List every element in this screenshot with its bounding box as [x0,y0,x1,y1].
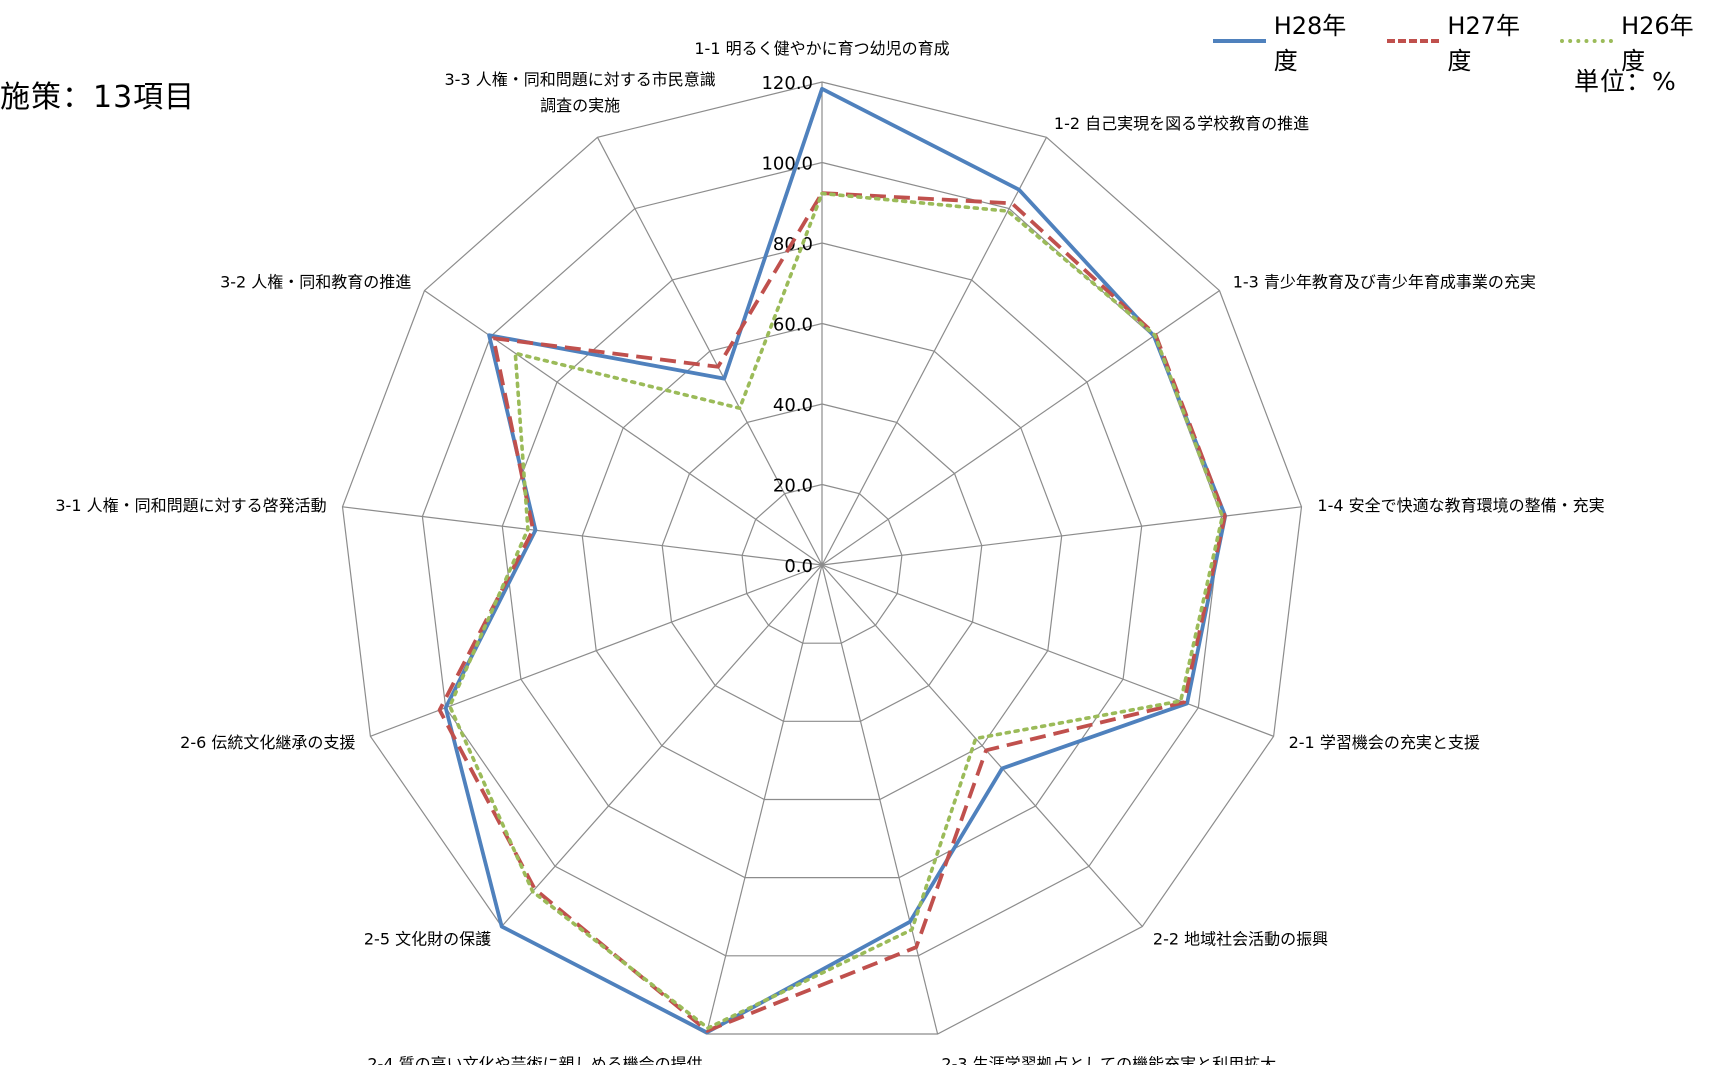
data-point-s2-2 [1010,201,1014,205]
category-label: 2-2 地域社会活動の振興 [1153,930,1328,949]
grid-spoke [598,137,823,565]
category-label: 1-1 明るく健やかに育つ幼児の育成 [694,39,949,58]
data-point-s2-10 [438,708,442,712]
data-point-s3-8 [706,1026,710,1030]
data-point-s1-12 [487,333,491,337]
data-point-s1-10 [444,706,448,710]
series-line-1 [446,89,1225,1033]
r-tick-label: 100.0 [761,154,813,175]
data-point-s2-7 [914,945,918,949]
data-point-s3-3 [1153,333,1157,337]
category-label: 1-2 自己実現を図る学校教育の推進 [1054,114,1309,133]
r-tick-label: 120.0 [761,73,813,94]
category-label: 3-2 人権・同和教育の推進 [220,273,411,292]
category-label: 2-4 質の高い文化や芸術に親しめる機会の提供 [367,1055,702,1065]
data-point-s3-1 [820,192,824,196]
grid-spoke [502,565,822,927]
r-tick-label: 60.0 [773,315,813,336]
data-point-s2-11 [531,528,535,532]
category-label: 1-4 安全で快適な教育環境の整備・充実 [1317,496,1604,515]
data-point-s3-12 [513,351,517,355]
data-point-s3-13 [738,406,742,410]
data-point-s1-2 [1017,188,1021,192]
category-label: 2-1 学習機会の充実と支援 [1289,733,1480,752]
category-label: 1-3 青少年教育及び青少年育成事業の充実 [1233,273,1536,292]
r-tick-label: 40.0 [773,395,813,416]
grid-spoke [822,565,1142,927]
category-label: 2-3 生涯学習拠点としての機能充実と利用拡大 [941,1055,1276,1065]
category-label: 3-1 人権・同和問題に対する啓発活動 [55,496,326,515]
data-point-s3-6 [974,737,978,741]
data-point-s3-4 [1220,514,1224,518]
category-label: 2-5 文化財の保護 [364,930,491,949]
category-label: 3-3 人権・同和問題に対する市民意識調査の実施 [444,70,715,115]
data-point-s3-11 [526,527,530,531]
data-point-s1-9 [500,925,504,929]
data-point-s3-2 [1006,209,1010,213]
data-point-s2-6 [984,748,988,752]
data-point-s1-7 [908,920,912,924]
r-tick-label: 20.0 [773,476,813,497]
data-point-s2-13 [716,365,720,369]
series-line-2 [440,193,1225,1031]
data-point-s1-6 [1000,766,1004,770]
data-point-s2-12 [491,336,495,340]
data-point-s3-7 [910,928,914,932]
data-point-s3-5 [1179,699,1183,703]
data-point-s1-1 [820,87,824,91]
grid-spoke [822,137,1047,565]
data-point-s3-10 [448,704,452,708]
r-tick-label: 0.0 [784,556,813,577]
category-label: 2-6 伝統文化継承の支援 [180,733,355,752]
data-point-s3-9 [531,890,535,894]
data-point-s1-13 [722,377,726,381]
series-line-3 [450,194,1223,1029]
